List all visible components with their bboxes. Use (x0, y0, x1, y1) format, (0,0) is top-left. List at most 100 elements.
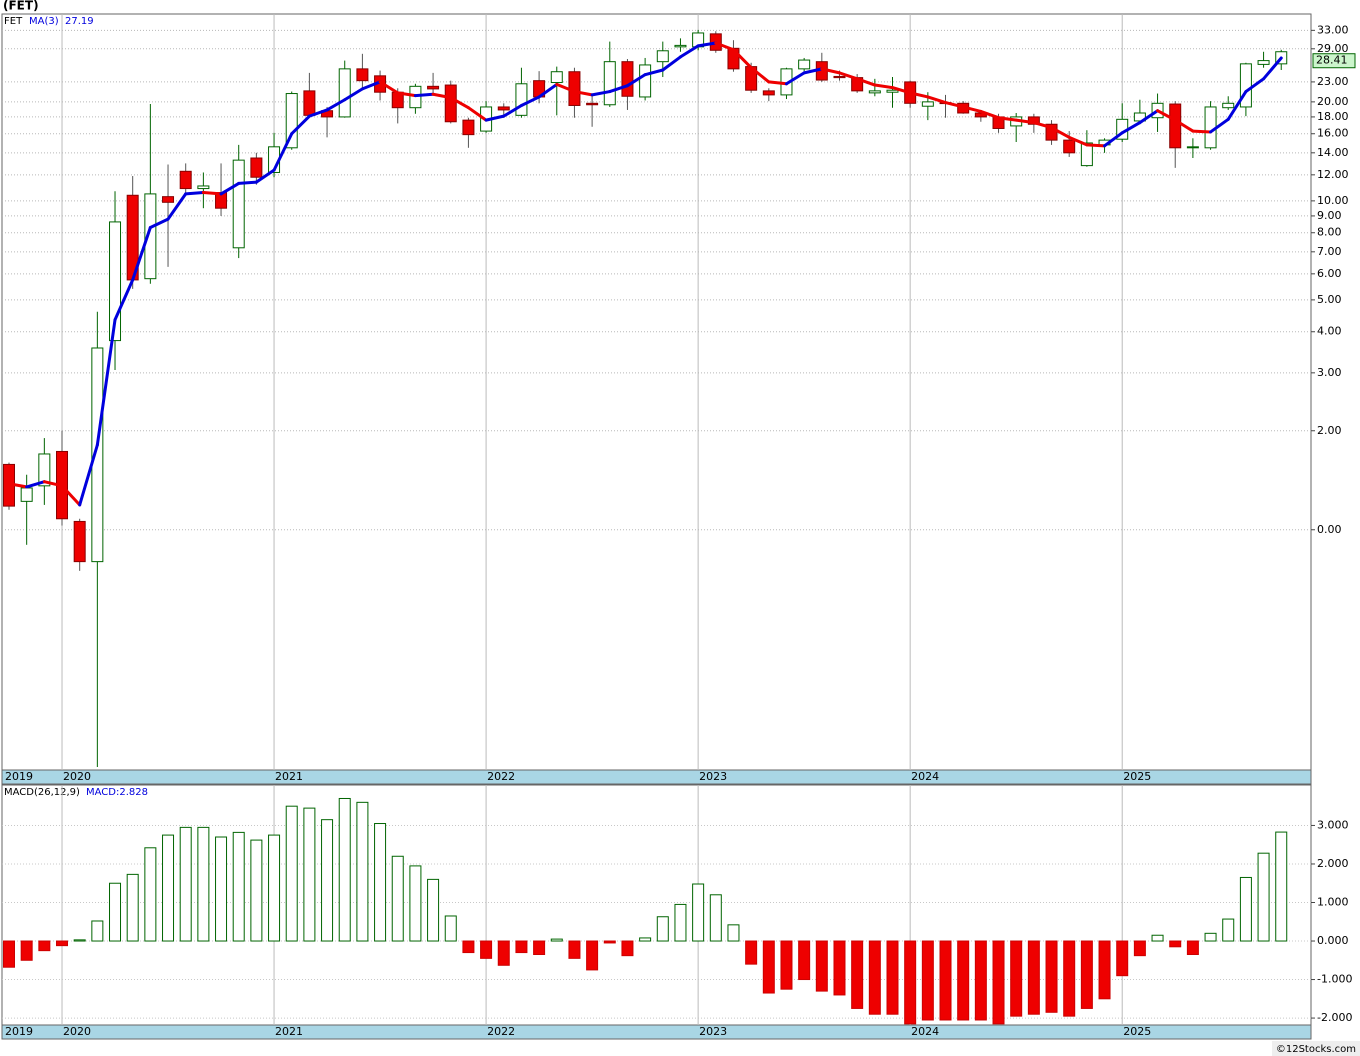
macd-bar (1151, 934, 1164, 942)
y-tick-label: 6.00 (1317, 267, 1342, 280)
candle-body (462, 119, 475, 136)
candle-body (109, 221, 122, 342)
macd-bar (73, 939, 86, 942)
macd-bar (815, 940, 828, 992)
macd-bar (886, 940, 899, 1015)
ma-segment (1262, 56, 1283, 81)
macd-bar (868, 940, 881, 1015)
ma-segment (396, 91, 417, 98)
macd-bar (639, 937, 652, 942)
candle-body (197, 185, 210, 190)
candle-body (73, 520, 86, 563)
candle-body (603, 61, 616, 106)
legend-ma-value: 27.19 (65, 16, 94, 27)
ma-segment (608, 84, 629, 94)
ma-segment (219, 181, 241, 196)
x-tick-label: 2022 (487, 1025, 515, 1038)
candle-body (886, 89, 899, 93)
x-tick-label: 2019 (5, 770, 33, 783)
ma-segment (696, 41, 718, 48)
y-tick-label: 9.00 (1317, 209, 1342, 222)
macd-bar (1239, 876, 1252, 942)
ma-segment (307, 108, 329, 118)
macd-bar (1080, 940, 1093, 1009)
candle-body (285, 93, 298, 149)
x-tick-label: 2025 (1123, 770, 1151, 783)
ma-segment (572, 90, 594, 97)
candle-body (921, 101, 934, 107)
macd-legend: MACD(26,12,9) (4, 787, 80, 798)
ma-segment (113, 278, 135, 322)
macd-bar (1275, 831, 1288, 942)
macd-bar (1222, 918, 1235, 942)
ma-segment (537, 82, 559, 99)
macd-bar (321, 819, 334, 942)
candle-body (656, 50, 669, 63)
candle-body (515, 83, 528, 116)
ma-segment (1050, 126, 1071, 139)
candle-body (868, 90, 881, 94)
macd-bar (162, 834, 175, 942)
macd-bar (1116, 940, 1129, 977)
x-tick-label: 2024 (911, 770, 939, 783)
candle-body (144, 193, 157, 280)
candle-body (20, 487, 33, 502)
ma-segment (1067, 135, 1089, 147)
macd-bar (3, 940, 15, 968)
macd-bar (674, 903, 687, 942)
macd-bar (91, 920, 104, 942)
chart-title: (FET) (3, 0, 39, 13)
y-tick-label: 2.00 (1317, 424, 1342, 437)
ma-segment (184, 191, 205, 196)
macd-bar (1257, 852, 1270, 942)
macd-bar (1186, 940, 1199, 956)
y-tick-label: 29.00 (1317, 42, 1349, 55)
y-tick-label: 4.00 (1317, 325, 1342, 338)
macd-bar (550, 938, 563, 942)
y-tick-label: 18.00 (1317, 110, 1349, 123)
ma-segment (95, 318, 117, 447)
macd-bar (798, 940, 811, 981)
ma-segment (1085, 143, 1107, 148)
macd-bar (179, 826, 192, 942)
y-tick-label: -2.000 (1317, 1011, 1352, 1024)
y-tick-label: 3.000 (1317, 818, 1349, 831)
ma-segment (908, 91, 930, 99)
macd-bar (144, 847, 157, 942)
ma-segment (290, 114, 311, 136)
macd-value: MACD:2.828 (86, 787, 148, 798)
ma-segment (449, 96, 470, 110)
ma-segment (979, 109, 1001, 120)
macd-bar (515, 940, 528, 954)
macd-bar (374, 823, 387, 942)
candle-body (250, 157, 263, 178)
macd-bar (762, 940, 775, 994)
ma-segment (166, 192, 188, 221)
macd-bar (851, 940, 864, 1009)
ma-segment (731, 48, 753, 70)
macd-bar (780, 940, 793, 990)
candle-body (833, 75, 846, 79)
ma-segment (466, 106, 488, 122)
ma-segment (431, 92, 453, 100)
ma-segment (502, 103, 523, 118)
macd-bar (268, 834, 281, 942)
macd-bar (1098, 940, 1111, 1000)
macd-bar (533, 940, 546, 956)
ma-segment (272, 132, 294, 172)
candle-body (586, 102, 599, 106)
ma-segment (714, 41, 735, 52)
macd-bar (391, 855, 404, 942)
legend-symbol: FET (4, 16, 23, 27)
macd-bar (603, 940, 616, 944)
macd-bar (497, 940, 510, 966)
candle-body (427, 85, 440, 90)
macd-bar (692, 883, 705, 942)
y-tick-label: 8.00 (1317, 226, 1342, 239)
ma-segment (78, 443, 99, 507)
macd-bar (38, 940, 51, 952)
ma-segment (343, 87, 364, 102)
ma-segment (1138, 109, 1160, 125)
ma-segment (484, 114, 506, 122)
ma-segment (1191, 129, 1213, 134)
